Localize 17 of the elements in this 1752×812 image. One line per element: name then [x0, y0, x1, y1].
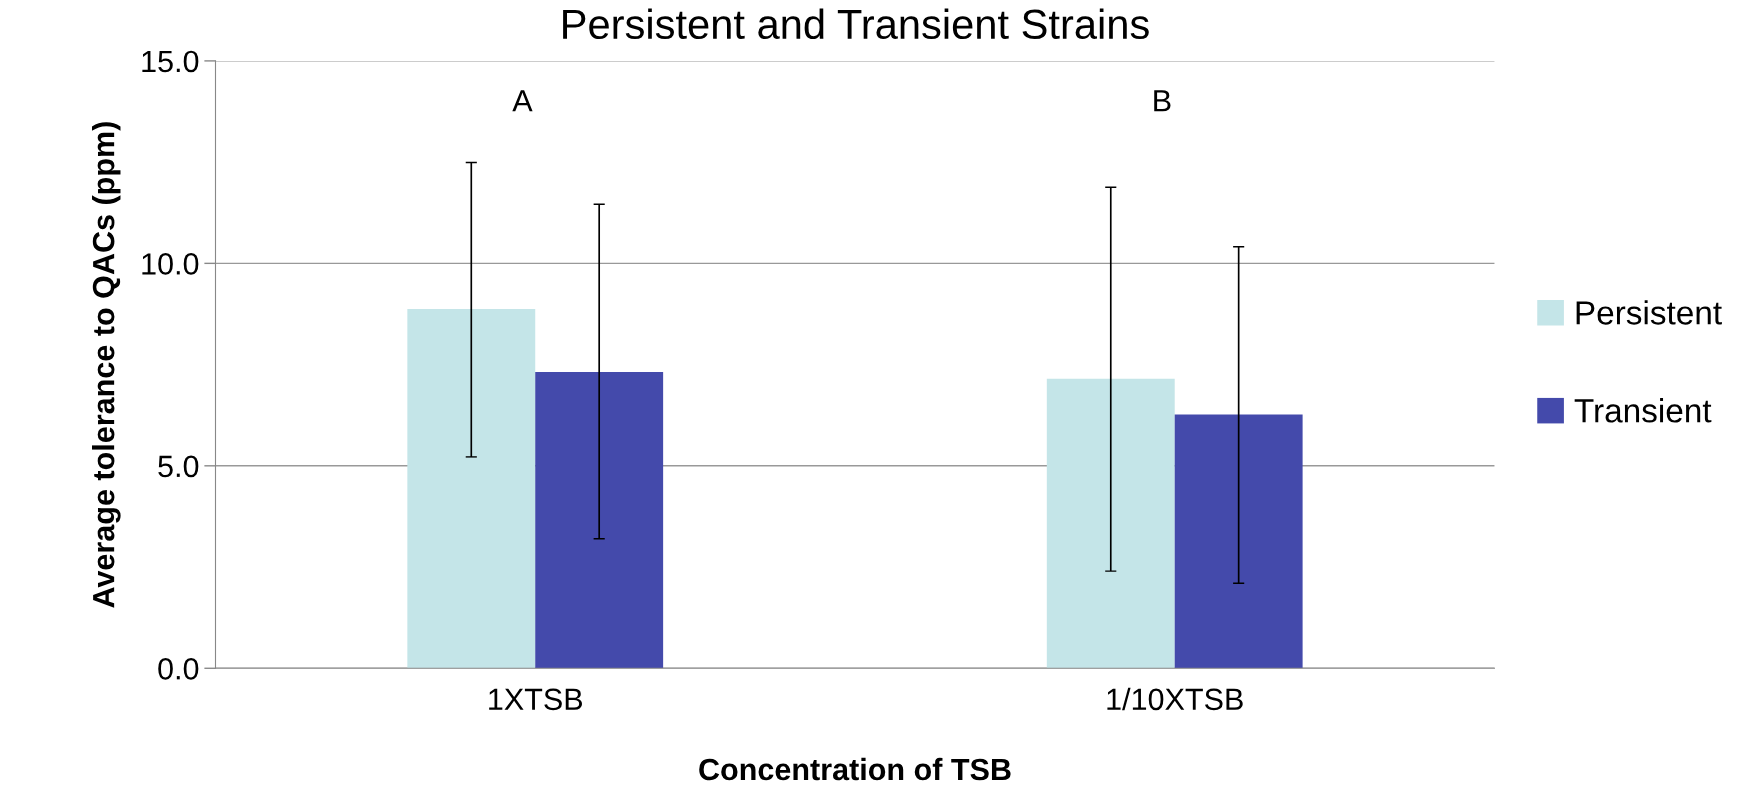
y-tick-label: 0.0 — [158, 658, 199, 680]
y-tick-label: 5.0 — [158, 455, 199, 478]
x-tick-label: 1XTSB — [489, 688, 583, 711]
y-axis-title: Average tolerance to QACs (ppm) — [92, 122, 121, 608]
annotation: B — [1154, 90, 1171, 112]
y-tick-label: 15.0 — [142, 50, 199, 73]
x-tick-label: 1/10XTSB — [1107, 687, 1243, 711]
y-tick-label: 10.0 — [142, 253, 199, 275]
bar — [535, 371, 664, 669]
bar — [1046, 378, 1175, 669]
annotation: A — [512, 90, 533, 112]
chart-title: Persistent and Transient Strains — [563, 8, 1149, 40]
legend-label: Transient — [1574, 398, 1712, 423]
bar — [1174, 414, 1303, 669]
x-axis-title: Concentration of TSB — [699, 757, 1011, 781]
bar — [407, 309, 536, 669]
legend-label: Persistent — [1576, 300, 1722, 325]
